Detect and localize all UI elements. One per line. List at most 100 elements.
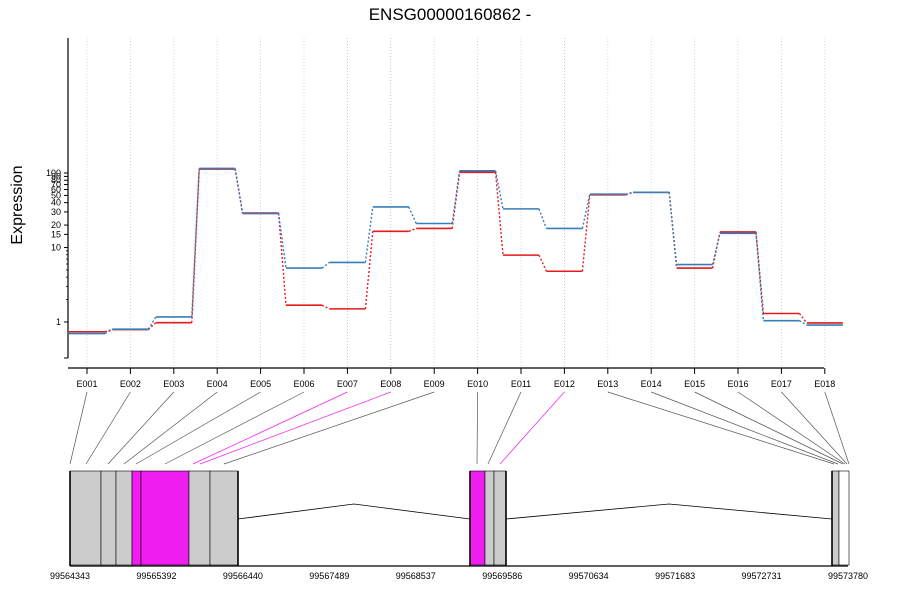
exon-block-10 [493, 470, 507, 566]
connector-e005 [135, 391, 261, 465]
exon-block-4 [131, 470, 142, 566]
exon-block-1 [69, 470, 102, 566]
connector-e017 [781, 391, 848, 465]
exon-block-2 [100, 470, 117, 566]
series-connector [234, 168, 244, 214]
y-tick-label-100: 100 [46, 168, 61, 178]
x-tick-label-e014: E014 [641, 379, 662, 389]
series-lines [69, 167, 843, 335]
connector-e012 [499, 391, 565, 465]
exon-block-12 [838, 470, 850, 566]
series-connector [538, 208, 548, 229]
series-connector [104, 328, 113, 335]
x-tick-label-e015: E015 [684, 379, 705, 389]
series-connector [104, 328, 113, 333]
series-connector [755, 233, 765, 321]
x-tick-label-e006: E006 [293, 379, 314, 389]
series-connector [234, 168, 244, 214]
series-connector [538, 254, 548, 272]
genomic-tick-label-1: 99564343 [50, 571, 90, 581]
series-1 [69, 168, 843, 333]
connector-e008 [199, 391, 391, 465]
y-tick-label-15: 15 [51, 229, 61, 239]
exon-block-8 [469, 470, 486, 566]
genomic-tick-label-4: 99567489 [309, 571, 349, 581]
series-connector [581, 194, 591, 229]
genomic-tick-label-2: 99565392 [136, 571, 176, 581]
genomic-tick-label-5: 99568537 [396, 571, 436, 581]
series-connector [799, 320, 808, 326]
series-connector [408, 227, 417, 232]
x-tick-label-e008: E008 [380, 379, 401, 389]
intron-1 [237, 503, 471, 520]
series-connector [494, 170, 504, 210]
series-connector [451, 170, 461, 224]
exon-block-3 [115, 470, 133, 566]
series-2 [69, 167, 843, 335]
connector-e018 [824, 391, 850, 465]
x-tick-label-e007: E007 [337, 379, 358, 389]
series-connector [668, 192, 678, 265]
genomic-tick-label-6: 99569586 [482, 571, 522, 581]
connector-e009 [223, 391, 435, 465]
x-tick-label-e013: E013 [597, 379, 618, 389]
x-tick-label-e010: E010 [467, 379, 488, 389]
series-connector [494, 172, 504, 256]
y-tick-label-90: 90 [51, 171, 61, 181]
exon-block-5 [140, 470, 190, 566]
exon-block-6 [188, 470, 211, 566]
intron-2 [505, 503, 833, 520]
connector-e014 [651, 391, 839, 465]
y-tick-label-50: 50 [51, 190, 61, 200]
series-connector [711, 231, 721, 269]
grid-lines [86, 38, 826, 368]
connector-e004 [123, 391, 218, 465]
exon-connectors [69, 391, 850, 465]
genomic-axis: 99564343 99565392 99566440 99567489 99568537… [50, 565, 868, 581]
x-tick-label-e004: E004 [207, 379, 228, 389]
series-connector [191, 169, 200, 323]
y-axis-label: Expression [9, 165, 26, 244]
x-tick-label-e001: E001 [76, 379, 97, 389]
x-tick-label-e003: E003 [163, 379, 184, 389]
x-tick-label-e018: E018 [814, 379, 835, 389]
x-tick-label-e011: E011 [511, 379, 531, 389]
series-connector [277, 212, 287, 306]
series-connector [625, 191, 634, 195]
y-tick-label-10: 10 [51, 243, 61, 253]
x-tick-label-e009: E009 [424, 379, 445, 389]
series-connector [191, 168, 200, 317]
x-tick-label-e005: E005 [250, 379, 271, 389]
series-connector [581, 194, 591, 272]
connector-e013 [607, 391, 835, 465]
connector-e007 [192, 391, 348, 465]
series-connector [321, 304, 330, 310]
connector-e003 [107, 391, 175, 465]
connector-e002 [85, 391, 131, 465]
y-tick-label-60: 60 [51, 185, 61, 195]
genomic-tick-label-7: 99570634 [569, 571, 609, 581]
exon-block-11 [831, 470, 840, 566]
series-connector [364, 206, 374, 263]
exon-block-9 [484, 470, 495, 566]
x-tick-label-e012: E012 [554, 379, 575, 389]
y-tick-label-30: 30 [51, 207, 61, 217]
x-tick-label-e002: E002 [120, 379, 141, 389]
connector-e011 [487, 391, 522, 465]
chart-title: ENSG00000160862 - [369, 5, 532, 24]
y-tick-label-40: 40 [51, 198, 61, 208]
connector-e010 [476, 391, 478, 465]
y-tick-label-70: 70 [51, 180, 61, 190]
connector-e001 [69, 391, 88, 465]
genomic-tick-label-10: 99573780 [828, 571, 868, 581]
genomic-tick-label-8: 99571683 [655, 571, 695, 581]
connector-e015 [694, 391, 844, 465]
y-tick-label-80: 80 [51, 175, 61, 185]
series-connector [451, 172, 461, 229]
connector-e006 [164, 391, 305, 465]
series-connector [364, 231, 374, 309]
x-tick-label-e017: E017 [771, 379, 792, 389]
exon-block-7 [209, 470, 239, 566]
series-connector [321, 261, 330, 269]
